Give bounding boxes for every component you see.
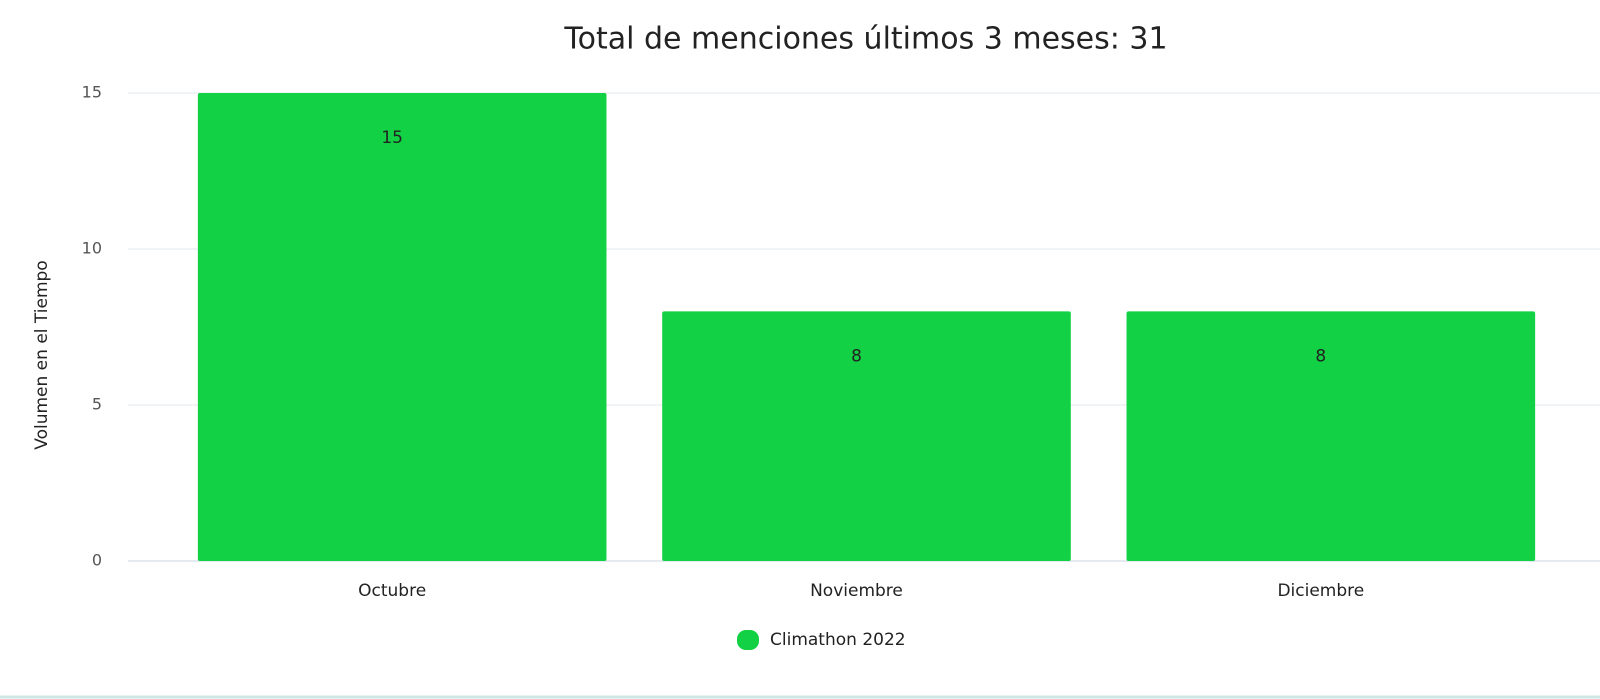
chart-title: Total de menciones últimos 3 meses: 31 (563, 22, 1167, 57)
legend-swatch (737, 630, 759, 650)
y-axis-label: Volumen en el Tiempo (32, 260, 52, 449)
x-tick-label: Octubre (358, 581, 426, 601)
bar (197, 93, 607, 561)
data-label: 8 (851, 346, 862, 366)
bar (1126, 311, 1536, 561)
data-label: 8 (1315, 346, 1326, 366)
bar (662, 311, 1071, 561)
data-label: 15 (381, 128, 403, 148)
legend-label: Climathon 2022 (770, 630, 906, 650)
y-tick-label: 0 (92, 551, 102, 570)
y-tick-label: 5 (92, 395, 102, 414)
x-tick-label: Noviembre (810, 581, 903, 601)
x-tick-label: Diciembre (1277, 581, 1364, 601)
y-tick-label: 15 (82, 83, 102, 102)
y-tick-label: 10 (82, 239, 102, 258)
